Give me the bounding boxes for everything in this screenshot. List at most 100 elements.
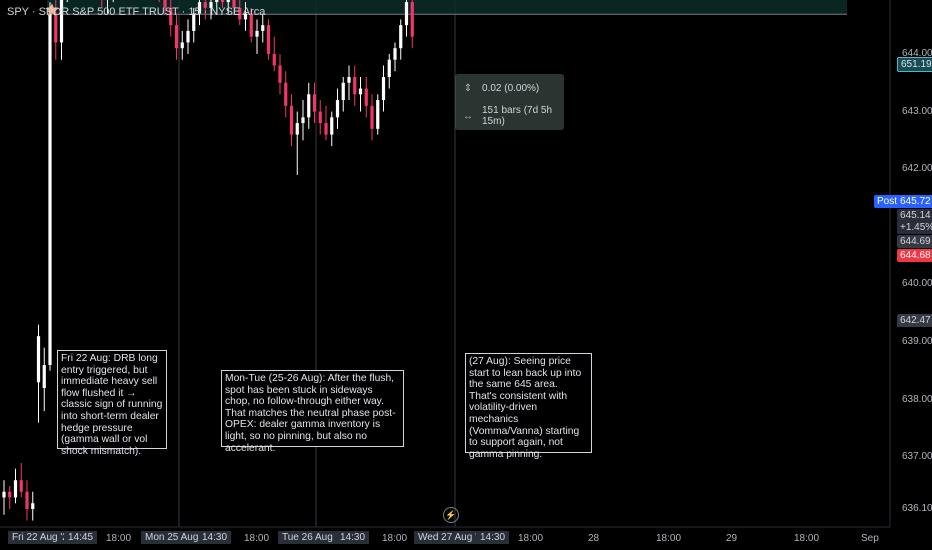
- time-tick-label: 18:00: [244, 533, 270, 544]
- candle-body: [226, 0, 230, 3]
- lightning-icon[interactable]: ⚡: [443, 507, 459, 523]
- post-price-tag: 645.72: [897, 195, 932, 208]
- candle-body: [238, 7, 242, 20]
- candle-body: [410, 2, 414, 37]
- candle-body: [59, 0, 64, 43]
- candle-body: [404, 2, 409, 26]
- candle-body: [220, 0, 225, 3]
- candle-body: [387, 59, 391, 77]
- bars-row: ↔ 151 bars (7d 5h 15m): [463, 105, 564, 127]
- candle-body: [19, 480, 23, 492]
- price-range-icon: ⇕: [463, 83, 473, 94]
- candle-body: [318, 111, 322, 124]
- stars: [45, 3, 59, 16]
- candle-body: [48, 13, 52, 365]
- candle-body: [370, 105, 374, 129]
- candle-body: [180, 42, 184, 49]
- candle-body: [36, 336, 41, 383]
- time-tick-label: 29: [726, 533, 738, 544]
- candle-body: [249, 13, 253, 37]
- entry-price-tag: 644.69: [897, 235, 932, 248]
- candle-body: [393, 48, 397, 60]
- candle-body: [301, 117, 305, 124]
- time-tick-label: Fri 22 Aug '25: [8, 531, 78, 544]
- time-tick-label: 18:00: [382, 533, 408, 544]
- time-tick-label: Sep: [861, 533, 879, 544]
- prev-close-tag: 645.14: [897, 209, 932, 222]
- time-tick-label: 18:00: [518, 533, 544, 544]
- time-tick-label: Tue 26 Aug '25: [278, 531, 353, 544]
- measure-stats-box[interactable]: ⇕ 0.02 (0.00%) ↔ 151 bars (7d 5h 15m): [455, 74, 564, 130]
- bars-value: 151 bars (7d 5h 15m): [482, 105, 553, 127]
- price-tick-label: 638.00: [902, 393, 932, 405]
- last-price-tag: 644.68: [897, 249, 932, 262]
- time-tick-label: 18:00: [106, 533, 132, 544]
- candle-body: [295, 123, 299, 135]
- candle-body: [381, 77, 386, 101]
- candle-body: [186, 30, 190, 43]
- candle-body: [8, 491, 12, 498]
- note-fri-22-aug[interactable]: Fri 22 Aug: DRB long entry triggered, bu…: [57, 350, 167, 457]
- candle-body: [209, 2, 213, 8]
- price-change-value: 0.02 (0.00%): [482, 83, 540, 94]
- candle-body: [376, 100, 380, 129]
- low-mark-tag: 642.47: [897, 314, 932, 327]
- price-tick-label: 642.00: [902, 163, 932, 175]
- candle-body: [341, 82, 345, 101]
- time-tick-label: 18:00: [656, 533, 682, 544]
- candle-body: [232, 0, 236, 8]
- candle-body: [330, 117, 334, 135]
- candle-body: [289, 105, 294, 135]
- candle-body: [312, 94, 317, 112]
- price-tick-label: 639.00: [902, 335, 932, 347]
- post-label-tag: Post: [874, 195, 901, 208]
- bar-range-icon: ↔: [463, 110, 473, 122]
- time-tick-label: Wed 27 Aug '25: [414, 531, 493, 544]
- candle-body: [399, 25, 403, 49]
- candle-body: [243, 13, 248, 20]
- candle-body: [347, 77, 351, 83]
- candle-body: [192, 13, 196, 31]
- candle-body: [324, 123, 328, 135]
- time-tick-label: 28: [588, 533, 600, 544]
- candle-body: [358, 88, 363, 95]
- candle-body: [307, 94, 311, 118]
- candle-body: [163, 0, 167, 8]
- candle-body: [169, 7, 173, 26]
- chart-title: SPY · SPDR S&P 500 ETF TRUST · 15 · NYSE…: [7, 6, 266, 18]
- time-tick-label: 14:30: [336, 531, 370, 544]
- target-zone[interactable]: [47, 0, 847, 15]
- candle-body: [203, 2, 207, 8]
- candle-body: [353, 77, 357, 95]
- candle-body: [266, 25, 271, 54]
- target-price-tag: 651.19: [897, 57, 932, 72]
- time-tick-label: 18:00: [794, 533, 820, 544]
- price-tick-label: 637.00: [902, 451, 932, 463]
- time-tick-label: 14:45: [64, 531, 98, 544]
- candle-body: [261, 25, 265, 31]
- change-percent-tag: +1.45%: [897, 221, 932, 234]
- candle-body: [255, 30, 259, 37]
- price-tick-label: 645.00: [902, 0, 932, 1]
- price-tick-label: 644.00: [902, 47, 932, 59]
- candle-body: [13, 480, 18, 498]
- time-tick-label: 14:30: [198, 531, 232, 544]
- candle-body: [335, 100, 340, 118]
- price-tick-label: 643.00: [902, 105, 932, 117]
- candle-body: [284, 82, 288, 106]
- candle-body: [42, 365, 46, 389]
- price-change-row: ⇕ 0.02 (0.00%): [463, 83, 539, 94]
- entry-star-icon[interactable]: [45, 3, 59, 16]
- note-mon-tue[interactable]: Mon-Tue (25-26 Aug): After the flush, sp…: [221, 370, 404, 454]
- candles: [2, 0, 414, 521]
- candle-body: [25, 491, 29, 509]
- time-tick-label: 14:30: [476, 531, 510, 544]
- candle-body: [364, 88, 368, 106]
- candle-body: [278, 65, 282, 83]
- candle-body: [31, 503, 35, 509]
- note-27-aug[interactable]: (27 Aug): Seeing price start to lean bac…: [465, 353, 592, 460]
- candle-body: [2, 491, 6, 498]
- candle-body: [215, 0, 219, 3]
- price-tick-label: 640.00: [902, 278, 932, 290]
